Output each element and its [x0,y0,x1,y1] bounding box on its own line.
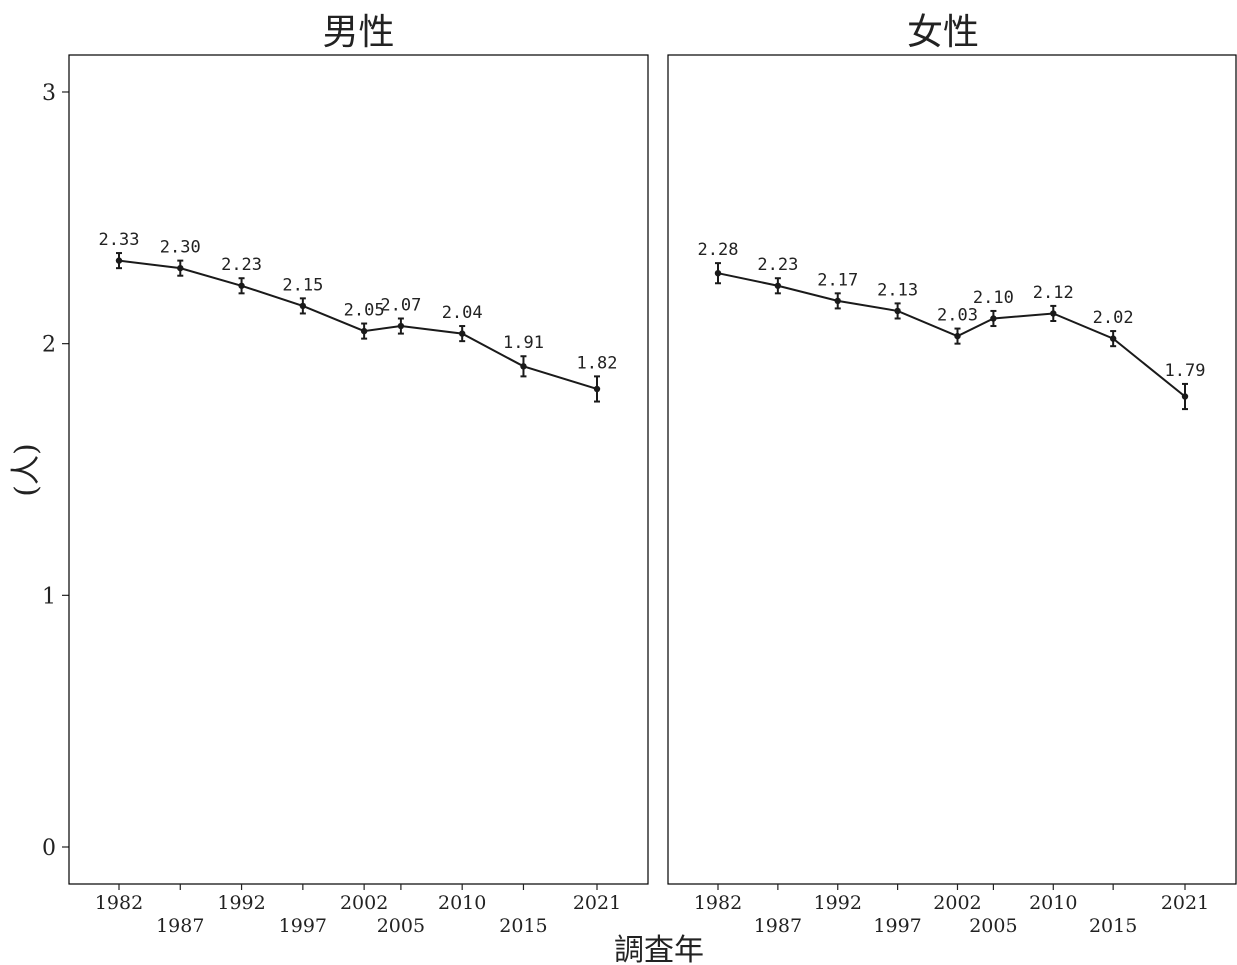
panel-title: 女性 [907,12,979,53]
chart-panels: 男性1982198719921997200220052010201520212.… [68,12,1237,937]
x-tick-label: 1987 [156,915,204,937]
data-label: 1.82 [577,353,618,373]
data-label: 1.79 [1165,361,1206,381]
data-point [238,282,245,289]
data-label: 2.33 [99,230,140,250]
x-tick-label: 1992 [217,892,265,914]
data-label: 2.13 [877,280,918,300]
data-point [1181,393,1189,400]
data-label: 2.30 [160,238,201,258]
data-point [1109,335,1117,342]
data-label: 2.05 [344,301,385,321]
data-label: 2.07 [380,295,421,315]
data-point [593,385,601,393]
x-tick-label: 2015 [499,915,547,937]
data-point [1050,310,1057,317]
panel-title: 男性 [322,12,394,53]
y-tick-label: 3 [42,81,56,106]
x-tick-label: 2015 [1089,915,1137,937]
data-point [990,315,997,322]
data-point [299,302,307,310]
data-label: 2.12 [1033,283,1074,303]
data-point [774,282,782,289]
data-label: 1.91 [503,333,544,353]
panel-frame [667,54,1237,885]
x-tick-label: 1997 [279,915,327,937]
data-label: 2.03 [937,306,978,326]
data-point [360,327,368,335]
data-point [115,257,123,264]
x-tick-label: 1987 [754,915,802,937]
data-label: 2.10 [973,288,1014,308]
data-label: 2.23 [757,255,798,275]
x-tick-label: 2005 [377,915,425,937]
x-tick-label: 2021 [1161,892,1209,914]
data-point [520,363,527,370]
y-tick-label: 1 [42,584,56,609]
x-tick-label: 2002 [340,892,388,914]
data-point [714,269,722,277]
x-axis-title: 調査年 [614,933,704,965]
data-label: 2.15 [282,275,323,295]
data-point [397,322,405,330]
x-tick-label: 2010 [438,892,486,914]
data-label: 2.04 [442,303,483,323]
x-tick-label: 1997 [873,915,921,937]
x-tick-label: 2005 [969,915,1017,937]
data-point [954,332,961,340]
series-line [118,259,598,390]
panel-frame [68,54,649,885]
x-tick-label: 2010 [1029,892,1077,914]
data-point [894,307,901,315]
x-tick-label: 1992 [814,892,862,914]
y-tick-label: 0 [42,836,56,861]
y-axis: 0 1 2 3 [42,81,69,861]
data-label: 2.23 [221,255,262,275]
x-tick-label: 1982 [95,892,143,914]
data-label: 2.02 [1093,308,1134,328]
series-line [717,272,1186,398]
data-label: 2.17 [817,270,858,290]
x-tick-label: 2021 [573,892,621,914]
data-point [177,264,184,272]
data-point [834,297,841,305]
x-tick-label: 1982 [694,892,742,914]
data-label: 2.28 [698,240,739,260]
y-axis-title: (人) [9,443,44,496]
data-point [458,330,466,337]
x-tick-label: 2002 [933,892,981,914]
y-tick-label: 2 [42,333,56,358]
